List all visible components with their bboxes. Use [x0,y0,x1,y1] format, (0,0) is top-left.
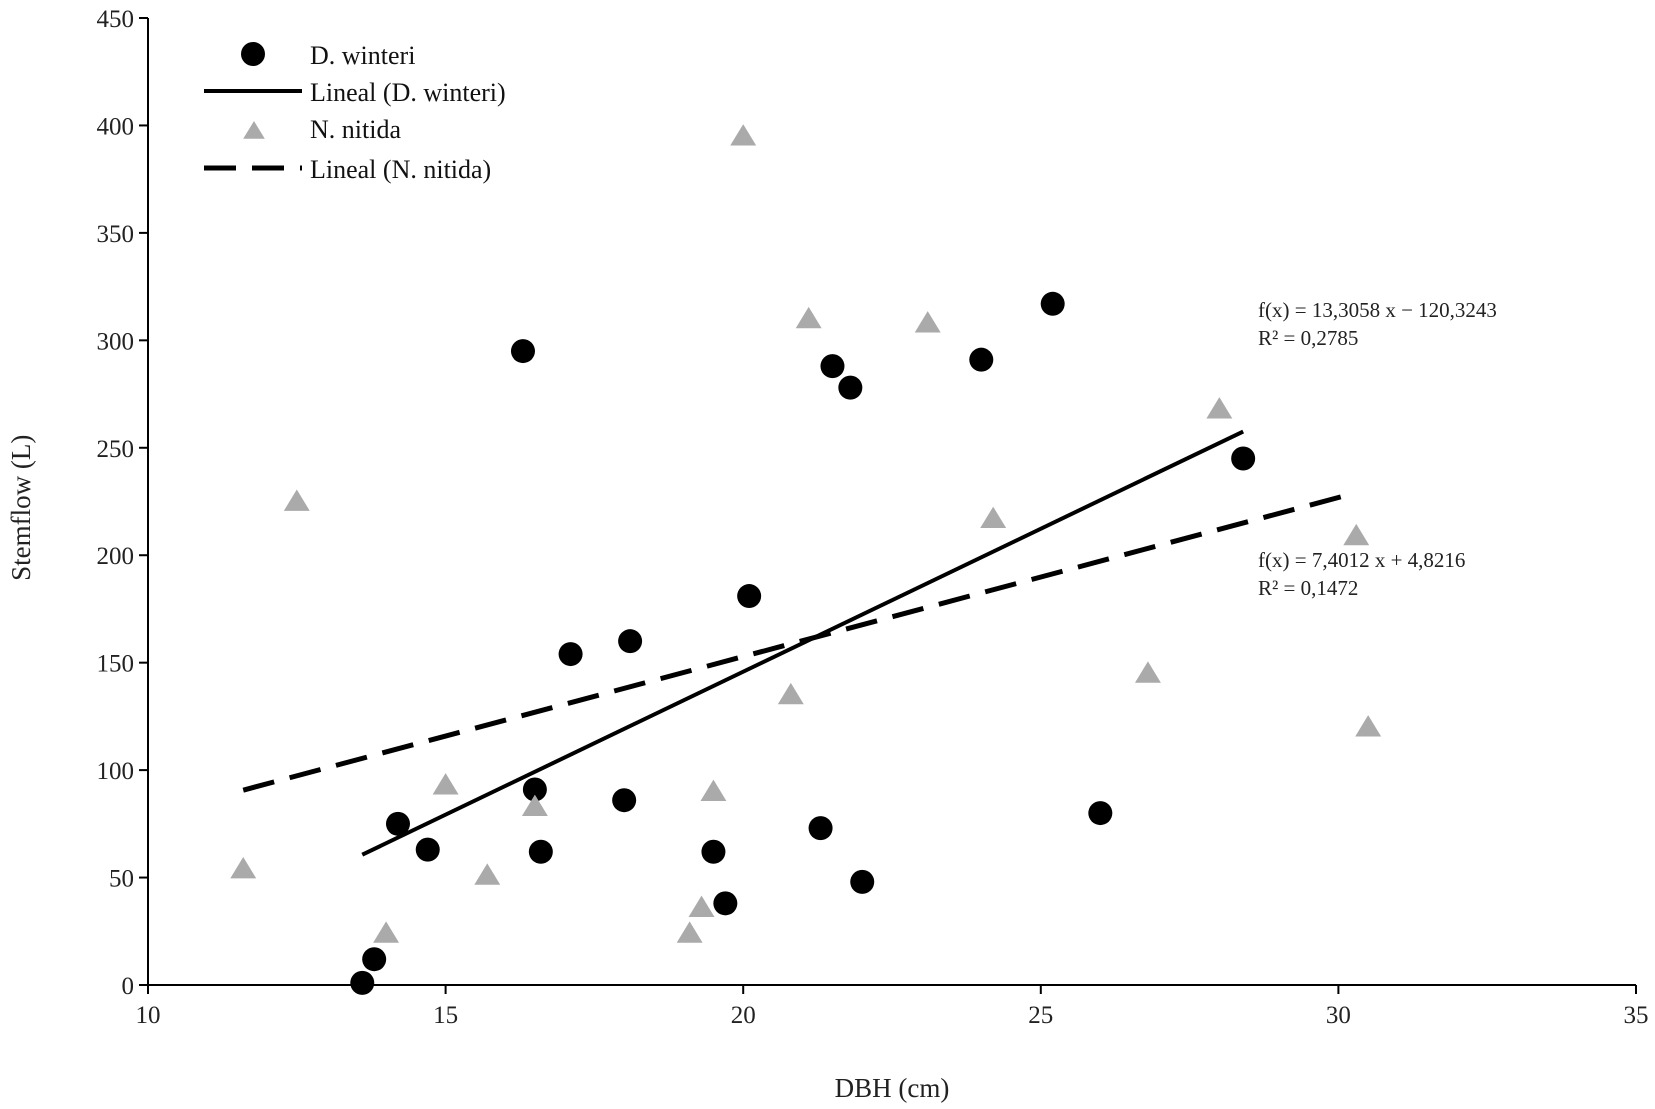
point-d-winteri [350,970,375,995]
point-d-winteri [713,891,738,916]
point-n-nitida [474,863,501,885]
legend-label-n-nitida: N. nitida [310,115,401,144]
equation-d-winteri: f(x) = 13,3058 x − 120,3243 [1258,298,1497,322]
y-axis: 0 50 100 150 200 250 300 350 400 450 [97,6,149,1000]
point-n-nitida [777,682,804,705]
x-axis-title: DBH (cm) [835,1073,950,1103]
legend-label-d-winteri-trend: Lineal (D. winteri) [310,78,506,107]
point-d-winteri [1231,446,1256,471]
point-d-winteri [838,375,863,400]
y-tick-label: 300 [97,328,135,355]
x-tick-label: 30 [1326,1002,1351,1029]
y-tick-label: 50 [109,866,134,893]
trendlines [242,429,1351,857]
y-tick-label: 400 [97,113,135,140]
r2-n-nitida: R² = 0,1472 [1258,576,1358,600]
y-tick-label: 200 [97,543,135,570]
point-d-winteri [1088,801,1113,826]
point-d-winteri [558,642,583,667]
point-n-nitida [914,311,941,333]
point-d-winteri [522,777,547,802]
point-d-winteri [737,584,762,609]
point-n-nitida [230,856,257,879]
r2-d-winteri: R² = 0,2785 [1258,326,1358,350]
x-tick-label: 15 [433,1002,458,1029]
trendline-n-nitida [242,491,1351,793]
point-n-nitida [730,124,757,146]
point-n-nitida [1134,661,1161,683]
point-n-nitida [432,773,459,795]
point-d-winteri [510,339,535,364]
x-tick-label: 35 [1624,1002,1649,1029]
point-n-nitida [700,779,727,801]
equation-n-nitida: f(x) = 7,4012 x + 4,8216 [1258,548,1465,572]
point-d-winteri [415,837,440,862]
data-points [230,124,1382,995]
legend-marker-n-nitida [243,121,265,139]
x-tick-label: 20 [731,1002,756,1029]
point-d-winteri [385,811,410,836]
point-n-nitida [373,921,400,943]
point-n-nitida [1206,397,1233,419]
point-n-nitida [1355,715,1382,737]
legend-label-n-nitida-trend: Lineal (N. nitida) [310,155,491,184]
point-d-winteri [969,347,994,372]
y-tick-label: 450 [97,6,135,33]
point-d-winteri [808,816,833,841]
x-tick-label: 25 [1028,1002,1053,1029]
y-tick-label: 250 [97,436,135,463]
point-d-winteri [618,629,643,654]
y-tick-label: 100 [97,758,135,785]
legend-label-d-winteri: D. winteri [310,41,415,70]
point-d-winteri [362,947,387,972]
point-n-nitida [676,921,703,943]
x-axis: 10 15 20 25 30 35 [136,984,1649,1029]
point-d-winteri [528,839,553,864]
point-n-nitida [795,306,822,329]
y-tick-label: 150 [97,651,135,678]
point-d-winteri [701,839,726,864]
y-tick-label: 0 [122,973,135,1000]
point-d-winteri [850,869,875,894]
x-tick-label: 10 [136,1002,161,1029]
point-d-winteri [1040,291,1065,316]
point-d-winteri [820,354,845,379]
point-n-nitida [521,794,548,817]
point-n-nitida [283,489,310,511]
point-n-nitida [980,506,1007,529]
legend: D. winteri Lineal (D. winteri) N. nitida… [204,41,506,184]
point-d-winteri [612,788,637,813]
point-n-nitida [688,895,715,917]
point-n-nitida [1343,523,1370,546]
legend-marker-d-winteri [241,42,265,66]
y-axis-title: Stemflow (L) [6,435,36,581]
y-tick-label: 350 [97,221,135,248]
